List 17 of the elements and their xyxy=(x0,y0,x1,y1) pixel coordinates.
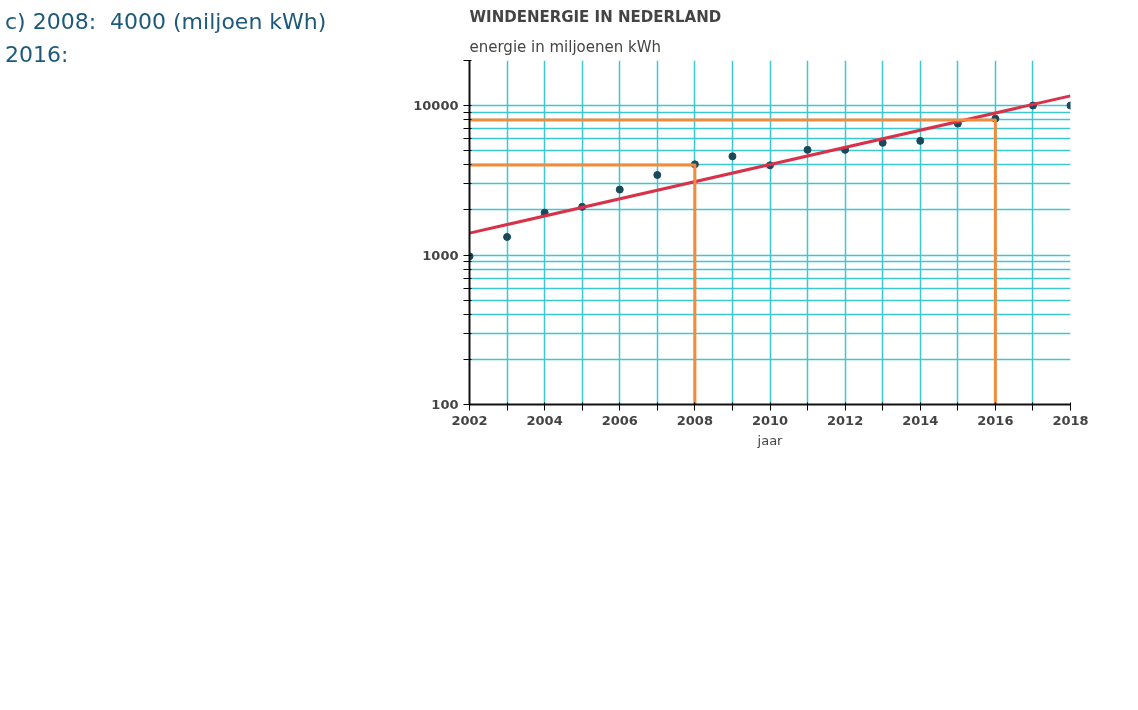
x-tick-label: 2010 xyxy=(751,412,789,428)
text: c) 2008: 4000 (miljoen kWh) xyxy=(5,9,327,34)
x-tick-label: 2016 xyxy=(977,412,1014,428)
x-tick-label: 2018 xyxy=(1052,412,1089,428)
y-tick-label: 10000 xyxy=(413,98,459,113)
x-axis-title: jaar xyxy=(756,432,784,448)
y-tick-label: 100 xyxy=(431,397,459,412)
y-tick-label: 1000 xyxy=(422,247,459,263)
x-tick-label: 2002 xyxy=(451,412,488,428)
text: 2016: xyxy=(5,42,69,67)
x-tick-label: 2012 xyxy=(827,412,864,428)
x-tick-label: 2006 xyxy=(601,412,638,428)
x-tick-label: 2014 xyxy=(902,412,939,428)
y-axis-title: energie in miljoenen kWh xyxy=(469,37,662,56)
x-tick-label: 2008 xyxy=(676,412,713,428)
x-tick-label: 2004 xyxy=(526,412,563,428)
chart-title: WINDENERGIE IN NEDERLAND xyxy=(469,7,722,26)
